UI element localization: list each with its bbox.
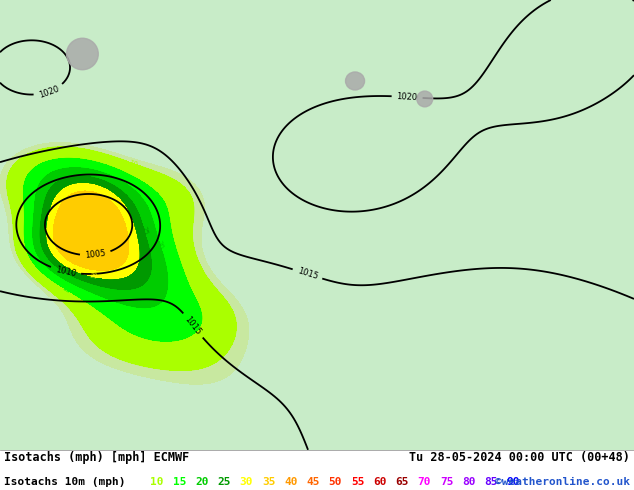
Text: 1010: 1010 <box>55 265 77 278</box>
Text: 30: 30 <box>240 477 253 487</box>
Text: 1015: 1015 <box>296 267 319 281</box>
Text: 1015: 1015 <box>183 315 203 337</box>
Text: Tu 28-05-2024 00:00 UTC (00+48): Tu 28-05-2024 00:00 UTC (00+48) <box>410 451 630 464</box>
Text: 10: 10 <box>128 159 139 168</box>
Ellipse shape <box>67 38 98 70</box>
Text: 60: 60 <box>373 477 387 487</box>
Text: 40: 40 <box>284 477 297 487</box>
Text: 65: 65 <box>396 477 409 487</box>
Text: 1020: 1020 <box>37 84 60 99</box>
Text: 25: 25 <box>217 477 231 487</box>
Text: 50: 50 <box>328 477 342 487</box>
Text: 20: 20 <box>156 239 164 249</box>
Text: 45: 45 <box>306 477 320 487</box>
Text: 10: 10 <box>150 477 164 487</box>
Text: 55: 55 <box>351 477 365 487</box>
Ellipse shape <box>417 91 432 107</box>
Text: 1020: 1020 <box>396 92 418 102</box>
Text: 75: 75 <box>440 477 453 487</box>
Text: ©weatheronline.co.uk: ©weatheronline.co.uk <box>495 477 630 487</box>
Text: Isotachs (mph) [mph] ECMWF: Isotachs (mph) [mph] ECMWF <box>4 451 189 464</box>
Text: 1005: 1005 <box>84 249 107 261</box>
Text: 70: 70 <box>418 477 431 487</box>
Text: 80: 80 <box>462 477 476 487</box>
Text: 20: 20 <box>195 477 209 487</box>
Text: 25: 25 <box>140 225 148 236</box>
Text: 30: 30 <box>88 272 98 280</box>
Text: 15: 15 <box>172 477 186 487</box>
Text: 90: 90 <box>507 477 521 487</box>
Text: 85: 85 <box>484 477 498 487</box>
Text: 15: 15 <box>61 285 72 294</box>
Text: 35: 35 <box>262 477 275 487</box>
Text: Isotachs 10m (mph): Isotachs 10m (mph) <box>4 477 126 487</box>
Ellipse shape <box>346 72 365 90</box>
